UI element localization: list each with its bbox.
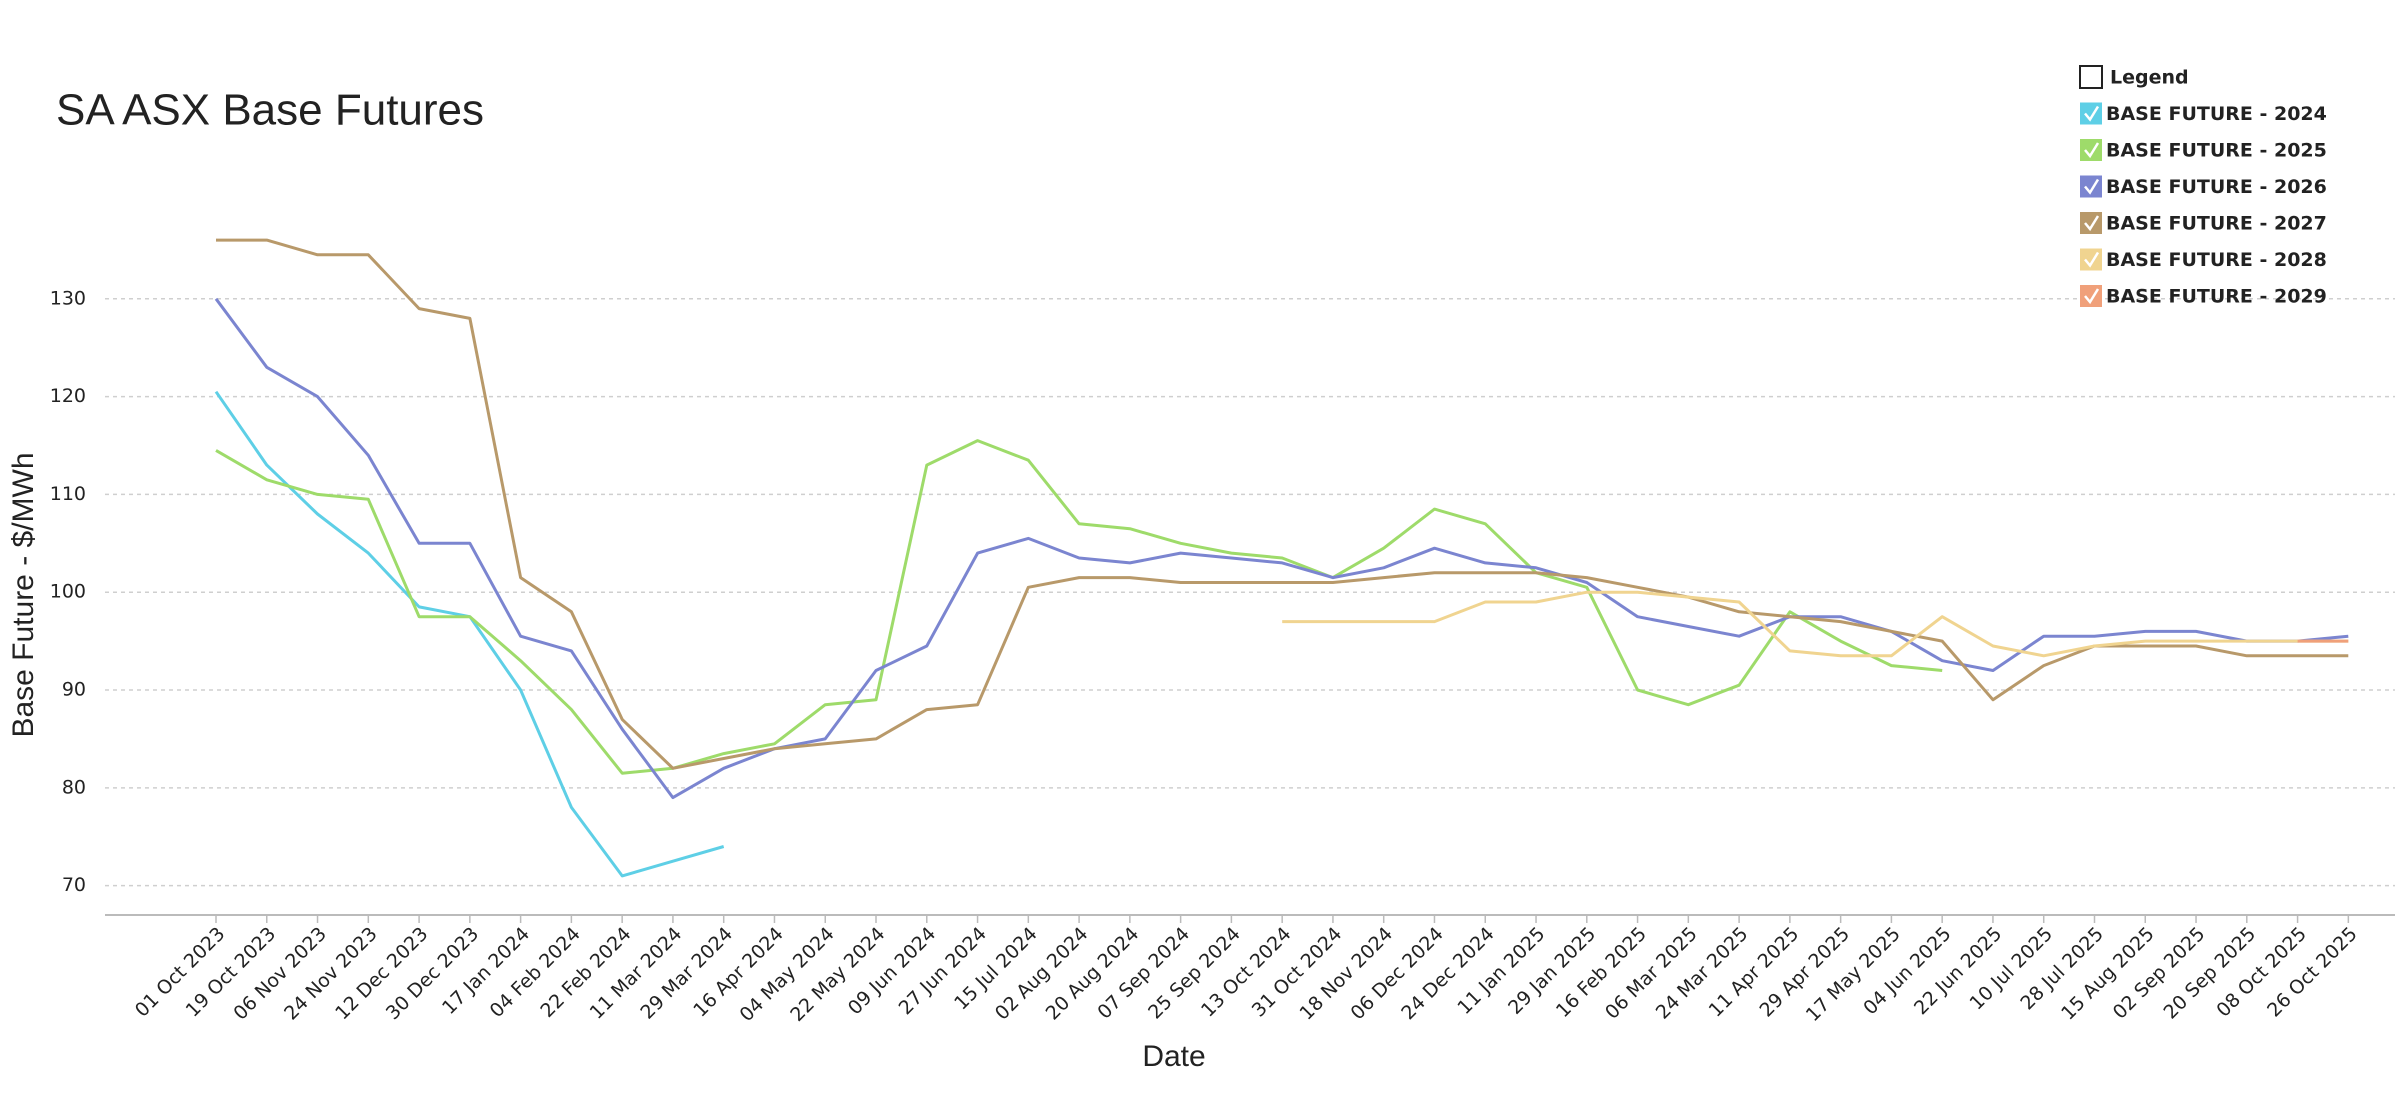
legend-label[interactable]: BASE FUTURE - 2025 xyxy=(2106,140,2327,162)
y-axis-label: Base Future - $/MWh xyxy=(7,452,40,737)
y-tick-label: 130 xyxy=(50,287,86,309)
legend-title: Legend xyxy=(2110,67,2189,89)
series-line xyxy=(214,297,2349,800)
x-axis-label: Date xyxy=(1142,1040,1205,1073)
y-tick-label: 80 xyxy=(62,776,86,798)
legend-check xyxy=(2084,251,2100,268)
series-line xyxy=(215,439,1943,775)
series-line xyxy=(216,238,2349,770)
legend-check xyxy=(2084,178,2100,195)
legend-check xyxy=(2084,288,2100,305)
x-tick-label: 26 Oct 2025 xyxy=(2263,923,2362,1022)
y-tick-label: 120 xyxy=(50,385,86,407)
legend-swatch[interactable] xyxy=(2080,285,2102,307)
legend-swatch[interactable] xyxy=(2080,212,2102,234)
legend-check xyxy=(2084,215,2100,232)
legend-checkbox[interactable] xyxy=(2079,65,2103,89)
y-tick-label: 110 xyxy=(50,483,86,505)
y-tick-label: 90 xyxy=(62,679,86,701)
legend-label[interactable]: BASE FUTURE - 2026 xyxy=(2106,176,2327,198)
legend-check xyxy=(2084,142,2100,159)
series-line xyxy=(214,390,725,878)
legend-swatch[interactable] xyxy=(2080,175,2102,198)
legend-swatch[interactable] xyxy=(2080,102,2102,125)
legend-label[interactable]: BASE FUTURE - 2029 xyxy=(2106,286,2327,308)
legend-swatch[interactable] xyxy=(2080,139,2102,161)
y-tick-label: 70 xyxy=(62,874,86,896)
legend-label[interactable]: BASE FUTURE - 2024 xyxy=(2106,103,2327,125)
legend-label[interactable]: BASE FUTURE - 2027 xyxy=(2106,213,2327,235)
y-tick-label: 100 xyxy=(50,581,86,603)
legend-label[interactable]: BASE FUTURE - 2028 xyxy=(2106,249,2327,271)
chart-title: SA ASX Base Futures xyxy=(56,86,484,135)
series-line xyxy=(1282,590,2349,658)
legend-check xyxy=(2084,105,2100,122)
legend-swatch[interactable] xyxy=(2080,248,2102,271)
